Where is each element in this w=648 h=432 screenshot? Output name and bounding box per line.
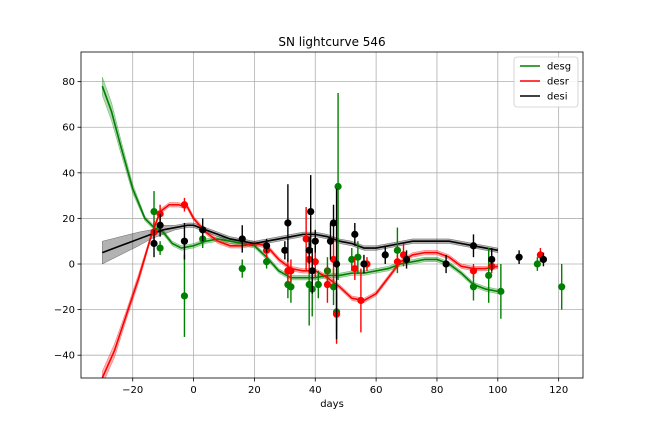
y-tick-label: −40	[54, 351, 75, 362]
desg-data-point	[469, 283, 478, 291]
desi-data-point	[326, 237, 335, 245]
desi-data-point	[284, 219, 292, 227]
desi-data-point	[311, 237, 319, 245]
desg-data-point	[485, 271, 493, 280]
data-points	[150, 93, 566, 344]
desr-data-point	[180, 201, 189, 209]
desi-data-point	[329, 219, 338, 227]
desi-data-point	[238, 235, 246, 243]
desr-data-point	[287, 267, 295, 275]
legend-box	[513, 56, 579, 108]
desi-data-point	[156, 221, 164, 229]
desi-data-point	[281, 246, 289, 254]
legend-label-desg: desg	[547, 62, 571, 73]
desr-data-point	[469, 267, 478, 275]
x-axis-label: days	[320, 399, 344, 410]
legend-label-desr: desr	[547, 77, 570, 88]
desr-data-point	[311, 258, 319, 266]
desg-data-point	[497, 287, 505, 295]
x-tick-label: 100	[488, 385, 507, 396]
x-tick-label: 60	[370, 385, 383, 396]
chart-title: SN lightcurve 546	[278, 35, 385, 49]
x-tick-label: 20	[248, 385, 261, 396]
y-tick-label: 80	[62, 77, 75, 88]
desg-data-point	[287, 283, 295, 291]
desi-data-point	[332, 260, 341, 268]
desg-data-point	[262, 258, 271, 266]
x-tick-label: 0	[190, 385, 196, 396]
desi-data-point	[469, 242, 478, 250]
desg-data-point	[354, 253, 362, 261]
plot-area	[81, 52, 583, 378]
desg-data-point	[180, 292, 189, 300]
desi-data-point	[381, 251, 389, 259]
desi-data-point	[199, 226, 207, 234]
desr-data-point	[302, 235, 310, 243]
desi-data-point	[360, 260, 368, 268]
desi-data-point	[515, 253, 523, 261]
desg-data-point	[533, 260, 541, 268]
desr-data-point	[357, 296, 365, 305]
desg-data-point	[238, 264, 246, 273]
legend: desg desr desi	[513, 56, 579, 108]
desi-data-point	[539, 255, 548, 264]
desg-data-point	[156, 244, 164, 252]
x-tick-label: 80	[431, 385, 444, 396]
desi-data-point	[351, 230, 359, 238]
desg-data-point	[348, 255, 356, 264]
desi-data-point	[307, 207, 315, 216]
desr-data-point	[351, 264, 359, 273]
desi-data-point	[488, 255, 496, 264]
y-tick-label: 40	[62, 168, 75, 179]
desi-data-point	[180, 237, 189, 245]
desg-data-point	[393, 246, 402, 254]
desg-data-point	[150, 207, 158, 216]
desi-data-point	[305, 246, 313, 254]
desg-data-point	[334, 182, 342, 191]
desi-data-point	[150, 239, 158, 248]
plot-frame	[80, 51, 584, 379]
y-tick-label: 0	[69, 260, 75, 271]
x-tick-label: −20	[122, 385, 143, 396]
desg-data-point	[314, 280, 322, 289]
desi-model-line	[102, 224, 498, 254]
desg-data-point	[558, 283, 566, 291]
desi-data-point	[308, 267, 316, 275]
y-tick-label: 20	[62, 214, 75, 225]
axis-ticks: −20 0 20 40 60 80 100 120 −40 −20 0 20 40 60 80	[54, 77, 568, 396]
desi-data-point	[402, 255, 411, 264]
x-tick-label: 40	[309, 385, 322, 396]
desr-data-point	[323, 280, 332, 289]
y-tick-label: −20	[54, 305, 75, 316]
desg-data-point	[329, 283, 338, 291]
desi-data-point	[262, 242, 271, 250]
x-tick-label: 120	[549, 385, 568, 396]
y-tick-label: 60	[62, 123, 75, 134]
legend-label-desi: desi	[547, 92, 568, 103]
desr-data-point	[393, 258, 402, 266]
desi-data-point	[442, 260, 450, 268]
